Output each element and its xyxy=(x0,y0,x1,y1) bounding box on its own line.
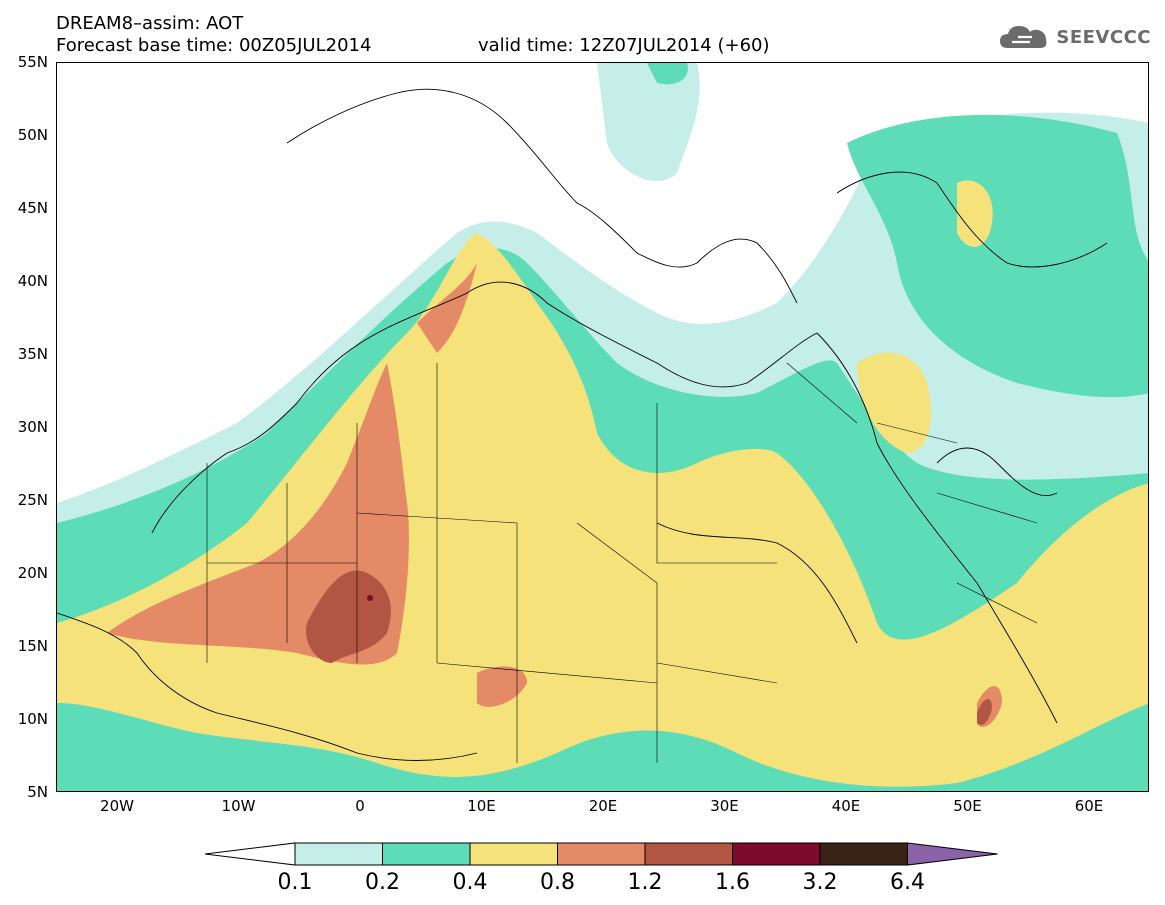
aot-band-0.4-iraq xyxy=(857,352,931,453)
seevccc-logo: SEEVCCC xyxy=(998,22,1151,52)
lat-label: 50N xyxy=(17,126,48,144)
colorbar-label: 1.6 xyxy=(715,870,750,895)
lon-label: 50E xyxy=(953,797,982,815)
aot-band-1.6 xyxy=(367,595,373,601)
aot-band-0.8-center xyxy=(477,666,527,707)
colorbar-label: 6.4 xyxy=(890,870,925,895)
cloud-icon xyxy=(1000,26,1047,48)
aot-band-1.2 xyxy=(306,570,391,663)
colorbar-label: 1.2 xyxy=(627,870,663,895)
colorbar-segment xyxy=(644,842,733,866)
logo-text: SEEVCCC xyxy=(1056,26,1151,48)
colorbar-over xyxy=(907,842,998,866)
lat-label: 10N xyxy=(17,710,48,728)
aot-band-0.4-caspian xyxy=(957,180,993,247)
aot-band-0.2-north xyxy=(647,63,688,85)
map-title: DREAM8–assim: AOT xyxy=(56,13,244,34)
lon-label: 60E xyxy=(1074,797,1104,815)
colorbar-segment xyxy=(819,842,908,866)
lon-label: 30E xyxy=(710,797,739,815)
coastlines xyxy=(57,88,1108,761)
colorbar-label: 0.2 xyxy=(365,870,400,895)
aot-map xyxy=(57,63,1148,791)
lon-label: 0 xyxy=(355,797,365,815)
colorbar-label: 0.8 xyxy=(540,870,575,895)
lat-label: 55N xyxy=(17,53,48,71)
lon-label: 20E xyxy=(588,797,618,815)
lon-label: 40E xyxy=(831,797,861,815)
lat-label: 40N xyxy=(17,272,48,290)
colorbar-label: 3.2 xyxy=(802,870,838,895)
lon-label: 10W xyxy=(221,797,256,815)
colorbar-label: 0.1 xyxy=(277,870,313,895)
lat-label: 15N xyxy=(17,637,48,655)
colorbar-under xyxy=(205,842,296,866)
forecast-base-time: Forecast base time: 00Z05JUL2014 xyxy=(56,35,372,56)
lat-label: 20N xyxy=(17,564,48,582)
colorbar xyxy=(205,842,998,866)
lat-label: 30N xyxy=(17,418,48,436)
aot-band-1.2-somalia xyxy=(977,698,992,725)
colorbar-segment xyxy=(294,842,383,866)
lon-label: 10E xyxy=(467,797,496,815)
lat-label: 45N xyxy=(17,199,48,217)
country-borders xyxy=(206,362,1038,763)
lon-label: 20W xyxy=(100,797,134,815)
valid-time: valid time: 12Z07JUL2014 (+60) xyxy=(478,35,770,56)
colorbar-label: 0.4 xyxy=(452,870,488,895)
lat-label: 25N xyxy=(17,491,48,509)
map-panel xyxy=(56,62,1149,792)
aot-field xyxy=(57,63,1148,791)
colorbar-segment xyxy=(732,842,821,866)
colorbar-segment xyxy=(469,842,558,866)
lat-label: 5N xyxy=(27,783,48,801)
aot-band-0.1-north xyxy=(597,63,700,182)
colorbar-segment xyxy=(557,842,646,866)
colorbar-segment xyxy=(382,842,471,866)
lat-label: 35N xyxy=(17,345,48,363)
aot-band-0.8-north xyxy=(417,263,477,353)
